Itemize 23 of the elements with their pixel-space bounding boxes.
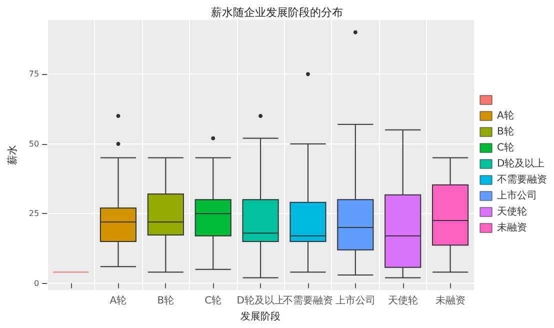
y-tick-label: 75 (28, 70, 40, 79)
x-tick-label: D轮及以上 (236, 294, 284, 306)
x-tick-label: 上市公司 (335, 294, 376, 306)
legend-label: 未融资 (497, 222, 527, 234)
legend-label: C轮 (497, 142, 514, 154)
legend-label: 上市公司 (497, 190, 537, 202)
legend-label: B轮 (497, 126, 514, 138)
legend-label: 不需要融资 (497, 174, 547, 186)
x-tick-label: C轮 (204, 294, 222, 306)
y-axis-title: 薪水 (6, 145, 18, 165)
legend-label: 天使轮 (497, 206, 527, 218)
x-tick-label: 天使轮 (388, 294, 418, 306)
y-tick-label: 50 (28, 139, 40, 148)
x-tick-label: 未融资 (435, 294, 466, 306)
x-tick-label: B轮 (157, 294, 174, 306)
legend-label: A轮 (497, 110, 514, 122)
y-tick-label: 0 (34, 278, 40, 288)
x-axis-title: 发展阶段 (240, 310, 281, 322)
chart-title: 薪水随企业发展阶段的分布 (211, 6, 343, 19)
legend-label: D轮及以上 (497, 158, 545, 170)
y-tick-label: 25 (28, 209, 40, 218)
x-tick-label: A轮 (110, 294, 127, 306)
x-tick-label: 不需要融资 (282, 294, 333, 306)
